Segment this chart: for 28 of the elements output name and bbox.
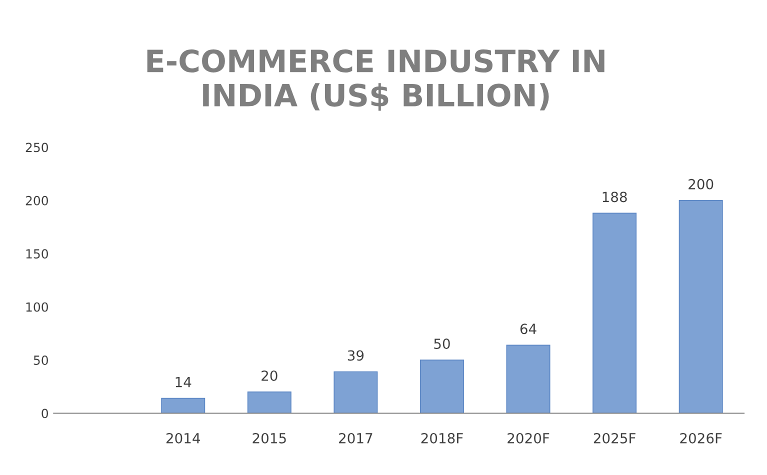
data-label: 50 bbox=[434, 338, 450, 350]
y-tick-label: 0 bbox=[42, 408, 48, 418]
bar bbox=[678, 200, 723, 414]
data-label: 20 bbox=[262, 370, 278, 381]
x-tick-label: 2020F bbox=[508, 432, 550, 444]
bar bbox=[592, 212, 637, 414]
y-tick-label: 150 bbox=[26, 249, 48, 259]
data-label: 39 bbox=[348, 350, 364, 361]
bar bbox=[506, 344, 550, 414]
y-tick-label: 200 bbox=[26, 196, 48, 206]
bar bbox=[334, 371, 378, 414]
x-tick-label: 2018F bbox=[421, 432, 463, 444]
data-label: 64 bbox=[520, 324, 536, 334]
data-label: 14 bbox=[176, 377, 192, 388]
data-label: 188 bbox=[602, 192, 627, 202]
bar bbox=[420, 360, 464, 414]
x-tick-label: 2015 bbox=[252, 432, 286, 444]
x-tick-label: 2025F bbox=[594, 432, 636, 444]
data-label: 200 bbox=[688, 178, 714, 190]
x-tick-label: 2026F bbox=[680, 432, 722, 444]
y-tick-label: 100 bbox=[26, 302, 48, 312]
chart-title: E-COMMERCE INDUSTRY IN INDIA (US$ BILLION) bbox=[147, 49, 604, 111]
y-tick-label: 250 bbox=[26, 142, 48, 152]
y-tick-label: 50 bbox=[34, 356, 48, 365]
x-tick-label: 2017 bbox=[339, 432, 372, 444]
bar bbox=[161, 398, 206, 414]
x-tick-label: 2014 bbox=[166, 432, 200, 444]
bar bbox=[247, 392, 292, 414]
